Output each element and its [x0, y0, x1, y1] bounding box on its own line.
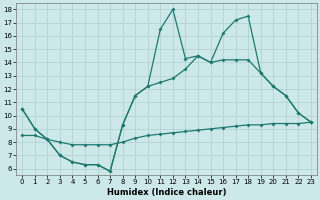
X-axis label: Humidex (Indice chaleur): Humidex (Indice chaleur) [107, 188, 226, 197]
